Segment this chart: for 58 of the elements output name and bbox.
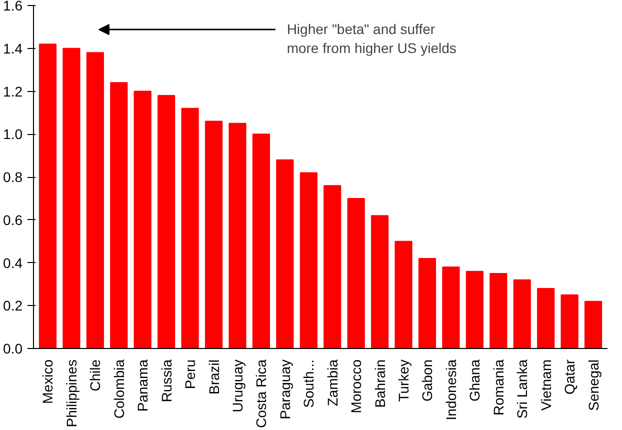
x-tick-label: Bahrain xyxy=(372,359,388,408)
x-tick-label: Senegal xyxy=(585,359,602,411)
y-tick-label: 1.2 xyxy=(3,83,23,100)
bar xyxy=(490,272,508,348)
x-tick-label: Ghana xyxy=(466,359,483,402)
y-tick-label: 0.8 xyxy=(3,169,23,185)
y-tick-label: 1.4 xyxy=(3,40,23,56)
x-tick-label: Peru xyxy=(182,359,198,390)
x-tick-label: Philippines xyxy=(63,359,80,428)
bar xyxy=(134,90,152,348)
x-tick-label: Vietnam xyxy=(538,359,554,411)
x-tick-label: South... xyxy=(300,359,317,408)
x-tick-label: Panama xyxy=(134,359,151,412)
annotation: Higher "beta" and suffer more from higher US yields xyxy=(286,20,456,56)
bar xyxy=(370,215,389,348)
bar xyxy=(204,120,223,348)
x-tick-label: Russia xyxy=(158,359,174,402)
bar xyxy=(110,82,128,348)
bar xyxy=(38,44,57,348)
bar xyxy=(252,134,270,348)
bar xyxy=(158,95,176,348)
x-tick-label: Qatar xyxy=(562,359,578,395)
bar xyxy=(560,294,578,348)
y-tick-label: 0.6 xyxy=(3,212,23,228)
y-tick-label: 0.2 xyxy=(3,298,23,314)
bar xyxy=(584,300,602,348)
x-tick-label: Zambia xyxy=(324,359,340,406)
x-tick-label: Chile xyxy=(87,359,104,392)
bar xyxy=(466,270,484,348)
x-tick-label: Colombia xyxy=(110,359,127,419)
bar xyxy=(347,198,365,348)
bar xyxy=(276,159,294,348)
bar xyxy=(228,122,246,348)
y-tick-label: 1.6 xyxy=(3,0,23,14)
bar xyxy=(86,52,104,348)
bar xyxy=(181,108,199,348)
x-tick-label: Turkey xyxy=(396,359,412,402)
x-tick-label: Morocco xyxy=(348,359,364,414)
bar xyxy=(513,279,531,348)
x-tick-label: Brazil xyxy=(206,359,222,395)
x-tick-label: Costa Rica xyxy=(253,359,270,428)
x-tick-label: Sri Lanka xyxy=(514,359,530,419)
bar xyxy=(394,240,412,348)
bar xyxy=(442,266,460,348)
y-tick-label: 0.4 xyxy=(3,254,23,271)
x-tick-label: Gabon xyxy=(419,359,436,402)
bar xyxy=(300,172,318,348)
x-tick-label: Uruguay xyxy=(229,359,246,412)
x-tick-label: Romania xyxy=(490,359,506,416)
bar xyxy=(418,258,436,348)
x-tick-label: Indonesia xyxy=(442,359,459,420)
bar xyxy=(62,48,80,348)
y-tick-label: 0.0 xyxy=(3,340,23,356)
y-tick-label: 1.0 xyxy=(3,126,23,142)
x-tick-label: Paraguay xyxy=(276,359,293,420)
bar xyxy=(324,185,342,348)
bar xyxy=(537,288,555,348)
x-tick-label: Mexico xyxy=(40,359,56,404)
